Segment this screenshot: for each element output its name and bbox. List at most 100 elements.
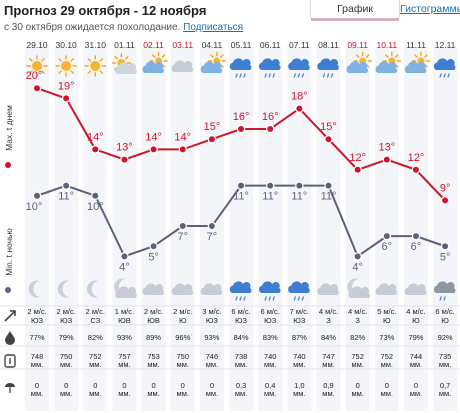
precip-value: 0 — [122, 381, 126, 390]
rain-drop — [443, 73, 446, 78]
precip-unit: мм. — [351, 389, 363, 398]
max-temp-label: 14° — [145, 131, 162, 143]
min-temp-point — [149, 242, 158, 251]
date-label: 01.11 — [114, 40, 135, 50]
rain-drop — [268, 296, 271, 301]
pressure-value: 735 — [439, 352, 452, 361]
wind-direction: З — [355, 316, 360, 325]
cloud-shape — [317, 58, 339, 70]
min-temp-label: 4° — [119, 261, 130, 273]
rain-icon — [433, 58, 456, 78]
day-column — [433, 47, 458, 411]
precip-unit: мм. — [31, 389, 43, 398]
moon-icon — [86, 280, 99, 298]
pressure-unit: мм. — [60, 360, 72, 369]
rain-drop — [439, 296, 442, 301]
precip-value: 0 — [64, 381, 68, 390]
precip-unit: мм. — [89, 389, 101, 398]
tab-graph-accent — [311, 18, 399, 21]
max-temp-point — [382, 155, 391, 164]
pressure-value: 750 — [60, 352, 73, 361]
day-column — [112, 47, 137, 411]
humidity-value: 77% — [29, 333, 44, 342]
wind-direction: З — [326, 316, 331, 325]
cloud-icon — [171, 283, 194, 295]
cloud-icon — [171, 60, 194, 72]
sun-ray — [210, 54, 214, 58]
cloud-sun-icon — [200, 51, 227, 73]
day-column — [83, 47, 108, 411]
cloud-shape — [348, 286, 370, 298]
min-temp-point — [440, 242, 450, 251]
cloud-shape — [171, 60, 194, 72]
pressure-value: 752 — [89, 352, 102, 361]
precip-unit: мм. — [293, 389, 305, 398]
tab-histograms[interactable]: Гистограммы — [400, 3, 460, 15]
cloud-shape — [433, 58, 456, 70]
sun-ray — [29, 70, 33, 74]
pressure-unit: мм. — [206, 360, 218, 369]
humidity-value: 84% — [234, 333, 249, 342]
pressure-value: 748 — [31, 352, 44, 361]
wind-speed: 4 м/с. — [406, 307, 425, 316]
wind-arrow — [4, 310, 16, 322]
pressure-value: 752 — [381, 352, 394, 361]
min-temp-label: 11° — [58, 191, 74, 203]
rain-drop — [322, 73, 326, 78]
min-axis-label: Min. t ночью — [4, 228, 14, 276]
precip-value: 0,3 — [236, 381, 246, 390]
precip-value: 0 — [414, 381, 418, 390]
sun-ray — [394, 54, 399, 58]
sun-cloud-icon — [111, 53, 137, 74]
subscribe-link[interactable]: Подписаться — [183, 22, 244, 33]
max-temp-point — [440, 196, 450, 205]
max-temp-label: 15° — [204, 121, 221, 133]
cloud-shape — [229, 281, 252, 293]
rain-drop — [239, 296, 242, 301]
forecast-chart: 29.10 30.10 31.10 01.11 02.11 03.11 04.11 05.11… — [0, 40, 460, 411]
min-temp-label: 6° — [382, 241, 393, 253]
wind-speed: 2 м/с. — [144, 307, 163, 316]
cloud-shape — [115, 62, 137, 74]
pressure-unit: мм. — [381, 360, 393, 369]
date-label: 07.11 — [289, 40, 310, 50]
max-temp-point — [178, 145, 187, 154]
cloud-shape — [200, 283, 223, 295]
wind-direction: ЮВ — [147, 316, 160, 325]
max-legend-dot — [5, 162, 11, 168]
wind-speed: 3 м/с. — [202, 307, 221, 316]
rain-drop — [443, 296, 446, 301]
precip-value: 0,4 — [265, 381, 275, 390]
wind-speed: 5 м/с. — [377, 307, 396, 316]
max-temp-point — [353, 165, 362, 174]
precip-value: 1,0 — [294, 381, 304, 390]
max-temp-label: 20° — [26, 70, 43, 82]
rain-drop — [439, 73, 442, 78]
precip-unit: мм. — [206, 389, 218, 398]
humidity-icon — [5, 331, 15, 345]
min-temp-label: 7° — [177, 231, 188, 243]
precip-value: 0 — [35, 381, 39, 390]
max-temp-label: 15° — [320, 121, 337, 133]
pressure-unit: мм. — [235, 360, 247, 369]
humidity-value: 82% — [350, 333, 365, 342]
max-temp-point — [324, 134, 333, 144]
humidity-value: 79% — [59, 333, 74, 342]
sun-ray — [87, 70, 92, 74]
max-temp-label: 16° — [233, 111, 250, 123]
min-temp-point — [61, 181, 71, 190]
wind-direction: ЮЗ — [206, 316, 219, 325]
min-temp-label: 7° — [207, 231, 218, 243]
tab-graph-label: График — [337, 3, 373, 15]
precip-value: 0,9 — [323, 381, 333, 390]
pressure-unit: мм. — [89, 360, 101, 369]
date-label: 10.11 — [376, 40, 397, 50]
max-temp-point — [295, 104, 304, 113]
precip-unit: мм. — [439, 389, 451, 398]
min-temp-label: 10° — [87, 201, 104, 213]
rain-icon — [229, 58, 252, 78]
tab-graph[interactable]: График — [310, 0, 400, 21]
sun-ray — [424, 54, 428, 58]
precip-unit: мм. — [381, 389, 393, 398]
moon-cloud-icon — [114, 278, 137, 298]
